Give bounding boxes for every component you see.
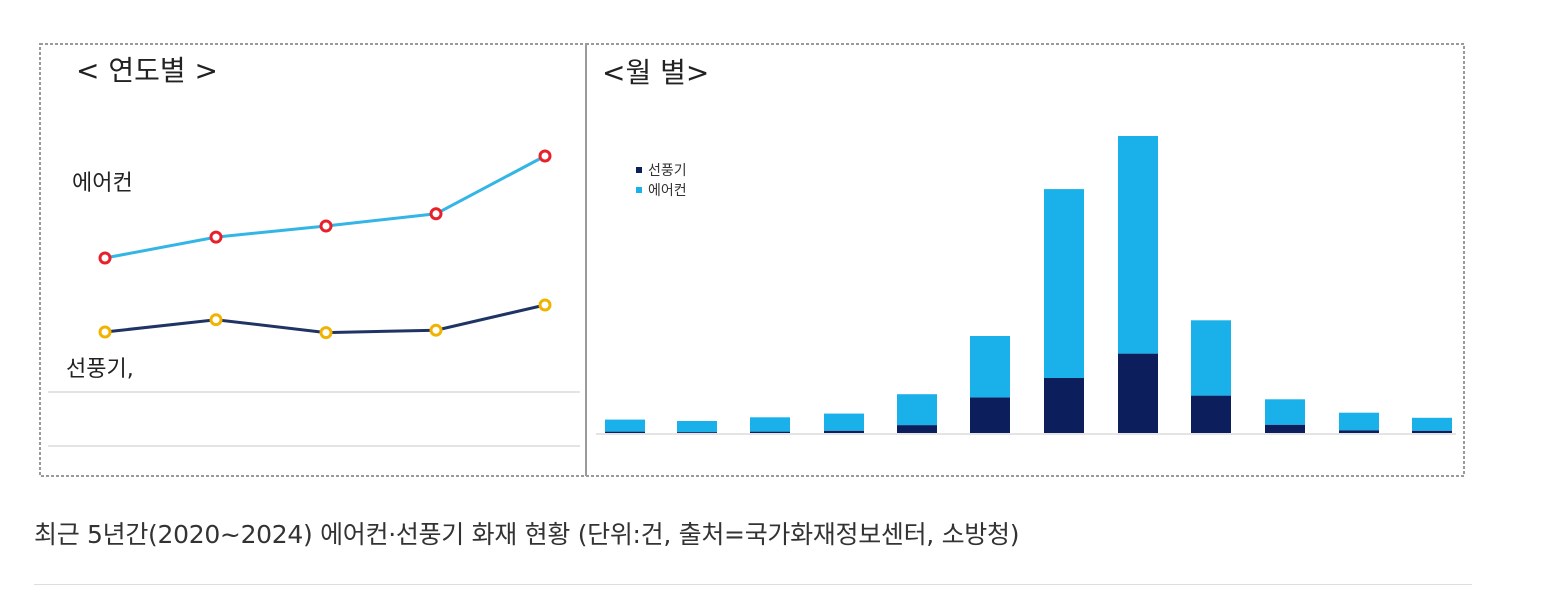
figure-caption: 최근 5년간(2020~2024) 에어컨·선풍기 화재 현황 (단위:건, 출… (34, 520, 1020, 549)
data-point (429, 207, 443, 221)
bar-fan (605, 431, 645, 433)
aircon-series-label: 에어컨 (72, 171, 133, 196)
bar-aircon (677, 421, 717, 433)
bar-aircon (1412, 417, 1452, 431)
bar-fan (750, 431, 790, 433)
bar-aircon (1339, 412, 1379, 431)
data-point (429, 323, 443, 337)
data-point (209, 313, 223, 327)
bar-aircon (897, 394, 937, 426)
monthly-bar-chart (605, 136, 1452, 433)
bar-fan (897, 425, 937, 433)
data-point (98, 251, 112, 265)
monthly-chart-title: <월 별> (602, 56, 709, 89)
series-line-aircon (104, 154, 546, 260)
data-point (209, 230, 223, 244)
bar-aircon (750, 417, 790, 432)
bar-aircon (1044, 189, 1084, 378)
caption-divider (34, 584, 1472, 585)
monthly-panel-frame (585, 43, 1465, 477)
yearly-line-chart (98, 149, 552, 340)
bar-aircon (970, 336, 1010, 398)
bar-fan (1265, 424, 1305, 433)
bar-aircon (1191, 320, 1231, 396)
data-point (319, 326, 333, 340)
legend-label-aircon: 에어컨 (648, 183, 687, 199)
fan-series-label: 선풍기, (66, 357, 134, 382)
bar-aircon (1265, 399, 1305, 425)
bar-aircon (824, 413, 864, 431)
bar-fan (824, 430, 864, 433)
legend-label-fan: 선풍기 (648, 163, 687, 179)
legend-swatch-aircon (636, 187, 642, 193)
data-point (319, 219, 333, 233)
bar-fan (1191, 395, 1231, 433)
bar-aircon (605, 419, 645, 432)
yearly-chart-title: < 연도별 > (76, 54, 218, 87)
legend-swatch-fan (636, 167, 642, 173)
bar-aircon (1118, 136, 1158, 354)
yearly-panel-frame (39, 43, 587, 477)
data-point (98, 325, 112, 339)
data-point (538, 298, 552, 312)
bar-fan (1118, 353, 1158, 433)
bar-fan (1412, 430, 1452, 433)
data-point (538, 149, 552, 163)
bar-fan (677, 432, 717, 433)
bar-fan (1044, 378, 1084, 433)
bar-fan (1339, 430, 1379, 433)
bar-fan (970, 397, 1010, 433)
